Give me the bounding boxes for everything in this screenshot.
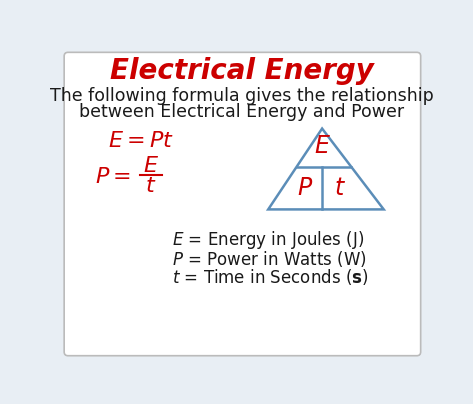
- Text: Electrical Energy: Electrical Energy: [110, 57, 374, 85]
- Text: $P$ = Power in Watts (W): $P$ = Power in Watts (W): [172, 249, 367, 269]
- Text: between Electrical Energy and Power: between Electrical Energy and Power: [79, 103, 404, 121]
- Text: $E$: $E$: [314, 134, 331, 158]
- Text: $t$: $t$: [334, 176, 346, 200]
- Text: $E = Pt$: $E = Pt$: [108, 131, 174, 151]
- Text: $P=$: $P=$: [95, 167, 131, 187]
- Text: $P$: $P$: [298, 176, 314, 200]
- Text: The following formula gives the relationship: The following formula gives the relation…: [50, 87, 434, 105]
- Text: $t$: $t$: [146, 176, 157, 196]
- Text: $t$ = Time in Seconds ($\mathbf{s}$): $t$ = Time in Seconds ($\mathbf{s}$): [172, 267, 368, 287]
- FancyBboxPatch shape: [64, 53, 420, 356]
- Text: $E$: $E$: [143, 156, 159, 175]
- Text: $E$ = Energy in Joules (J): $E$ = Energy in Joules (J): [172, 229, 364, 251]
